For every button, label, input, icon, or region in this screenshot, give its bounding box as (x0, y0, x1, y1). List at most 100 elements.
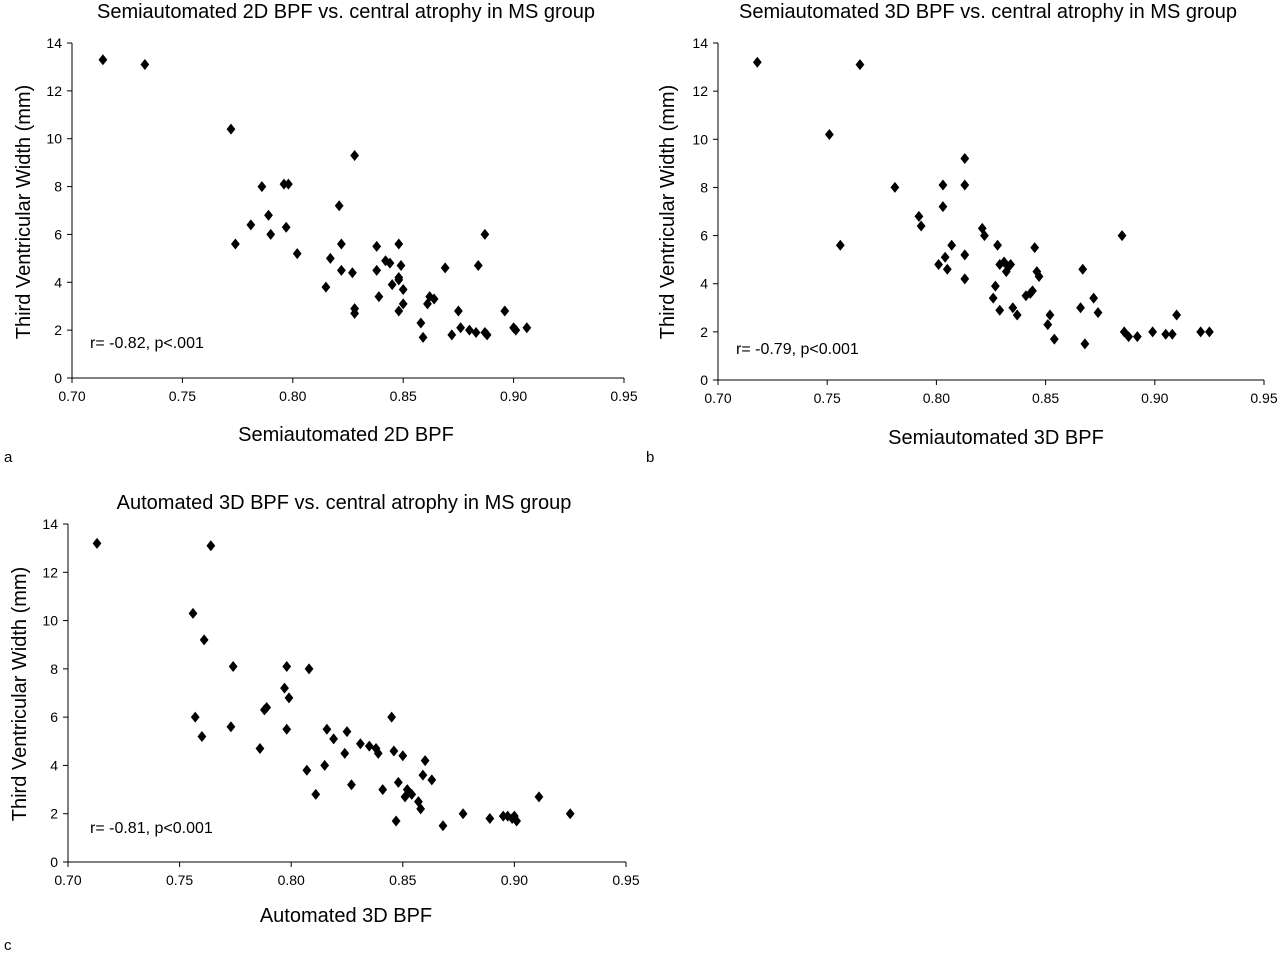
data-point (387, 279, 397, 291)
data-point (1148, 326, 1158, 338)
data-point (398, 283, 408, 295)
panel-c-annotation: r= -0.81, p<0.001 (90, 820, 213, 837)
x-tick-label: 0.75 (814, 390, 841, 406)
data-point (407, 788, 417, 800)
data-point (565, 808, 575, 820)
data-point (835, 239, 845, 251)
x-tick-label: 0.95 (612, 872, 639, 888)
y-tick-label: 6 (50, 709, 58, 725)
data-point (350, 149, 360, 161)
data-point (394, 238, 404, 250)
data-point (420, 755, 430, 767)
data-point (522, 322, 532, 334)
data-point (980, 230, 989, 242)
data-point (960, 273, 970, 285)
data-point (429, 293, 439, 305)
panel-c-ticks: 0 2 4 6 8 10 12 14 0.70 0.75 0.80 0.85 0.90 0.95 (42, 516, 639, 888)
data-point (398, 750, 408, 762)
data-point (373, 747, 383, 759)
data-point (1080, 338, 1090, 350)
data-point (1043, 319, 1053, 331)
x-tick-label: 0.80 (923, 390, 950, 406)
data-point (482, 329, 492, 341)
data-point (355, 738, 365, 750)
data-point (92, 537, 102, 549)
data-point (348, 267, 357, 279)
data-point (1089, 292, 1099, 304)
panel-a-axes (71, 43, 624, 379)
y-tick-label: 4 (50, 757, 58, 773)
data-point (262, 701, 272, 713)
x-tick-label: 0.70 (58, 388, 85, 404)
panel-c-xlabel: Automated 3D BPF (260, 905, 432, 927)
data-point (1049, 333, 1059, 345)
data-point (1008, 302, 1018, 314)
data-point (320, 759, 330, 771)
y-tick-label: 10 (692, 131, 708, 147)
data-point (916, 220, 926, 232)
data-point (226, 123, 236, 135)
panel-b: Semiautomated 3D BPF vs. central atrophy… (646, 1, 1278, 466)
data-point (378, 784, 388, 796)
data-point (988, 292, 998, 304)
data-point (228, 660, 238, 672)
x-tick-label: 0.95 (1250, 390, 1277, 406)
data-point (391, 815, 401, 827)
data-point (1119, 326, 1129, 338)
data-point (1167, 328, 1177, 340)
data-point (1172, 309, 1182, 321)
y-tick-label: 12 (692, 83, 708, 99)
data-point (302, 764, 312, 776)
panel-c: Automated 3D BPF vs. central atrophy in … (4, 492, 640, 954)
data-point (960, 153, 970, 165)
data-point (1132, 331, 1142, 343)
x-tick-label: 0.80 (279, 388, 306, 404)
y-tick-label: 14 (46, 35, 62, 51)
y-tick-label: 10 (46, 131, 62, 147)
y-tick-label: 12 (42, 564, 58, 580)
data-point (394, 305, 404, 317)
data-point (1078, 263, 1088, 275)
panel-a-letter: a (4, 449, 13, 466)
data-point (471, 327, 481, 339)
y-tick-label: 4 (54, 274, 62, 290)
data-point (372, 240, 382, 252)
data-point (398, 298, 408, 310)
data-point (98, 54, 108, 66)
data-point (199, 634, 209, 646)
data-point (995, 304, 1005, 316)
x-tick-label: 0.90 (500, 388, 527, 404)
data-point (1117, 230, 1127, 242)
panel-c-points (92, 537, 575, 832)
data-point (1021, 290, 1031, 302)
panel-a: Semiautomated 2D BPF vs. central atrophy… (4, 1, 638, 466)
data-point (418, 769, 428, 781)
data-point (374, 291, 384, 303)
data-point (350, 307, 360, 319)
data-point (255, 743, 265, 755)
data-point (480, 228, 490, 240)
panel-a-ylabel: Third Ventricular Width (mm) (13, 85, 35, 340)
panel-a-annotation: r= -0.82, p<.001 (90, 335, 204, 352)
data-point (347, 779, 356, 791)
y-tick-label: 0 (54, 370, 62, 386)
panel-c-letter: c (4, 937, 12, 954)
panel-b-letter: b (646, 449, 654, 466)
data-point (1045, 309, 1055, 321)
data-point (960, 179, 970, 191)
data-point (512, 815, 522, 827)
panel-b-axes (717, 43, 1264, 381)
panel-b-points (752, 56, 1214, 350)
data-point (440, 262, 450, 274)
y-tick-label: 14 (42, 516, 58, 532)
panel-a-title: Semiautomated 2D BPF vs. central atrophy… (97, 1, 595, 23)
data-point (325, 252, 335, 264)
y-tick-label: 8 (50, 661, 58, 677)
panel-a-ticks: 0 2 4 6 8 10 12 14 0.70 0.75 0.80 0.85 0.90 0.95 (46, 35, 637, 404)
data-point (1028, 285, 1037, 297)
y-tick-label: 4 (700, 276, 708, 292)
data-point (500, 305, 510, 317)
y-tick-label: 8 (700, 179, 708, 195)
data-point (334, 200, 344, 212)
